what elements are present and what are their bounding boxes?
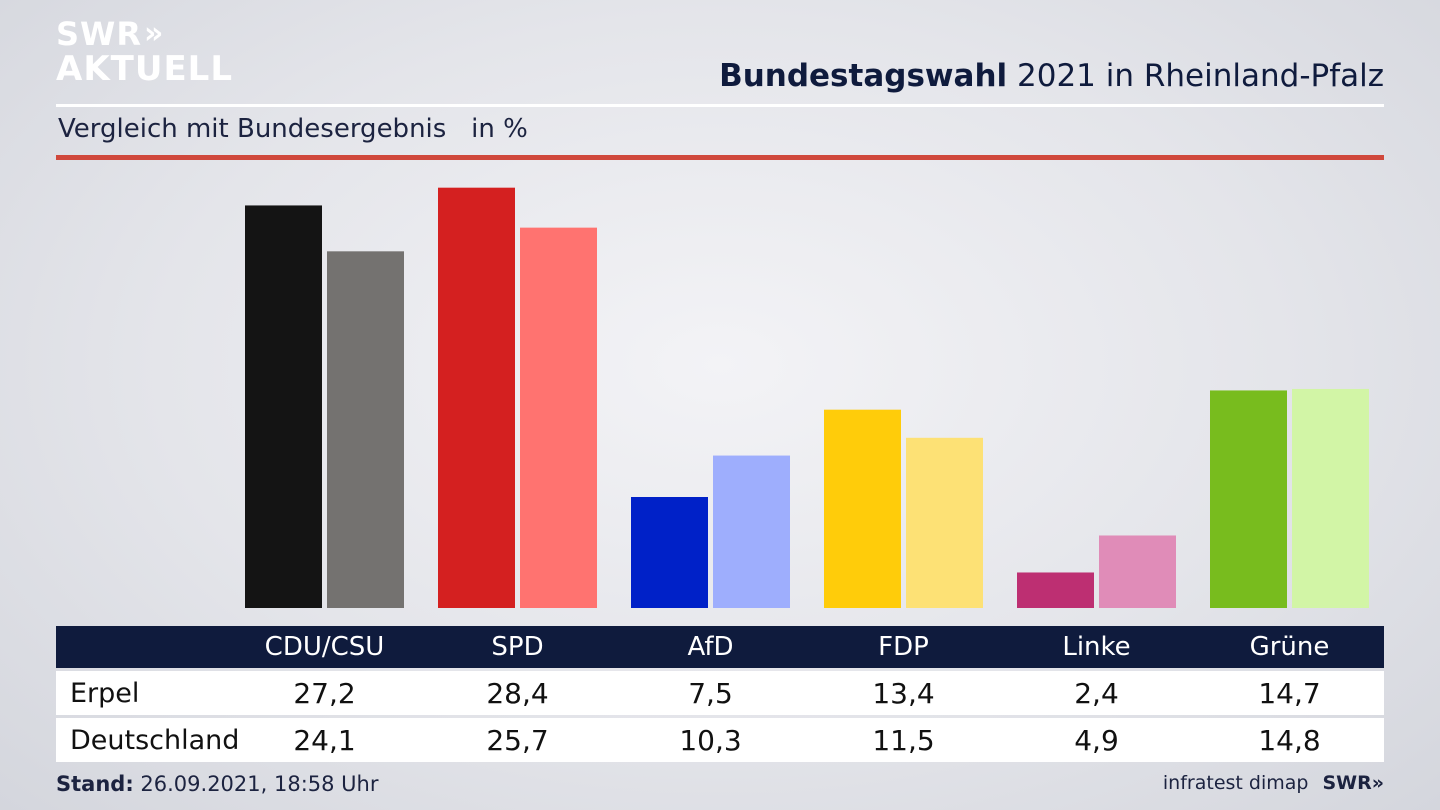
bar-chart — [245, 187, 1369, 608]
accent-divider — [56, 155, 1384, 160]
bar-cdu-csu-deutschland — [327, 251, 404, 608]
value-cdu-csu-deutschland: 24,1 — [293, 723, 356, 757]
header-divider — [56, 104, 1384, 107]
column-header-fdp: FDP — [878, 632, 929, 662]
value-fdp-deutschland: 11,5 — [872, 723, 935, 757]
value-gr-ne-deutschland: 14,8 — [1258, 723, 1321, 757]
table-row-erpel: Erpel 27,2 28,4 7,5 13,4 2,4 14,7 — [56, 671, 1384, 715]
chart-subtitle: Vergleich mit Bundesergebnis in % — [58, 114, 528, 144]
column-header-spd: SPD — [491, 632, 544, 662]
value-spd-erpel: 28,4 — [486, 676, 549, 710]
stand-value: 26.09.2021, 18:58 Uhr — [133, 772, 379, 796]
results-table: CDU/CSU SPD AfD FDP Linke Grüne Erpel 27,2 28,… — [56, 626, 1384, 762]
swr-brand-logo: SWR» — [1322, 772, 1384, 794]
value-gr-ne-erpel: 14,7 — [1258, 676, 1321, 710]
timestamp: Stand: 26.09.2021, 18:58 Uhr — [56, 772, 379, 796]
bar-afd-erpel — [631, 497, 708, 608]
column-header-gr-ne: Grüne — [1249, 632, 1330, 662]
bar-fdp-erpel — [824, 409, 901, 608]
bar-linke-deutschland — [1099, 535, 1176, 608]
source-credit: infratest dimap SWR» — [1163, 772, 1384, 794]
bar-cdu-csu-erpel — [245, 205, 322, 608]
bar-spd-erpel — [438, 187, 515, 608]
bar-fdp-deutschland — [906, 437, 983, 608]
bar-afd-deutschland — [713, 455, 790, 608]
column-header-afd: AfD — [687, 632, 734, 662]
row-label: Erpel — [70, 677, 140, 709]
page-title: Bundestagswahl 2021 in Rheinland-Pfalz — [719, 58, 1384, 94]
swr-aktuell-logo: SWR» AKTUELL — [56, 18, 233, 86]
value-fdp-erpel: 13,4 — [872, 676, 935, 710]
value-linke-erpel: 2,4 — [1074, 676, 1119, 710]
stand-label: Stand: — [56, 772, 134, 796]
value-cdu-csu-erpel: 27,2 — [293, 676, 356, 710]
table-row-deutschland: Deutschland 24,1 25,7 10,3 11,5 4,9 14,8 — [56, 718, 1384, 762]
bar-spd-deutschland — [520, 227, 597, 608]
bar-gr-ne-deutschland — [1292, 388, 1369, 608]
source-name: infratest dimap — [1162, 772, 1309, 794]
table-header: CDU/CSU SPD AfD FDP Linke Grüne — [56, 626, 1384, 668]
value-spd-deutschland: 25,7 — [486, 723, 549, 757]
bar-gr-ne-erpel — [1210, 390, 1287, 608]
value-afd-deutschland: 10,3 — [679, 723, 742, 757]
title-rest: 2021 in Rheinland-Pfalz — [1007, 58, 1384, 94]
value-afd-erpel: 7,5 — [688, 676, 733, 710]
column-header-cdu-csu: CDU/CSU — [264, 632, 385, 662]
title-bold: Bundestagswahl — [719, 58, 1008, 94]
row-label: Deutschland — [70, 724, 240, 756]
logo-swr: SWR — [56, 15, 142, 53]
value-linke-deutschland: 4,9 — [1074, 723, 1119, 757]
logo-aktuell: AKTUELL — [56, 49, 234, 89]
bar-linke-erpel — [1017, 572, 1094, 608]
column-header-linke: Linke — [1062, 632, 1131, 662]
